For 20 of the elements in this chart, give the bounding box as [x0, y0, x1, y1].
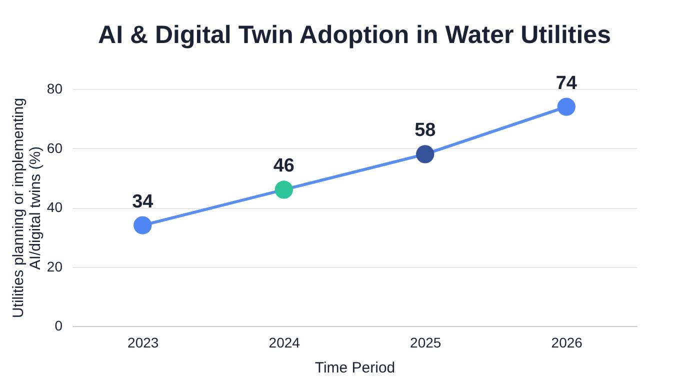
point [416, 145, 434, 164]
x-tick-label: 2026 [551, 334, 583, 350]
y-tick-label: 40 [46, 199, 63, 215]
x-tick-label: 2023 [128, 334, 159, 350]
data-label: 46 [273, 156, 294, 177]
data-label: 74 [556, 72, 578, 94]
y-tick-label: 0 [54, 318, 63, 334]
y-tick-label: 60 [46, 140, 63, 156]
y-axis-title: Utilities planning or implementing AI/digital twins (%) [10, 98, 44, 318]
x-tick-label: 2025 [410, 334, 442, 350]
point [274, 180, 293, 199]
data-label: 34 [132, 191, 154, 212]
point [134, 216, 152, 234]
y-tick-label: 80 [46, 80, 63, 96]
x-tick-label: 2024 [268, 334, 300, 350]
x-axis-title: Time Period [314, 360, 396, 376]
chart-title: AI & Digital Twin Adoption in Water Utilities [98, 20, 611, 49]
data-label: 58 [414, 120, 436, 142]
y-tick-label: 20 [46, 258, 63, 274]
point [557, 98, 576, 116]
